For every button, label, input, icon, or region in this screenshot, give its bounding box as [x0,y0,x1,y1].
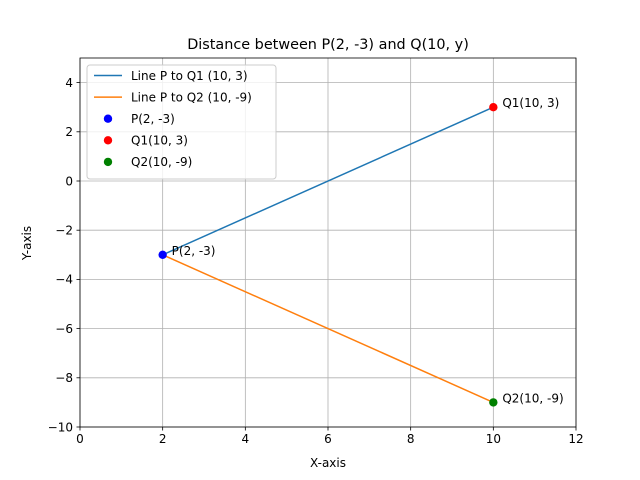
series-points [158,103,498,407]
legend-entry: P(2, -3) [131,112,175,126]
x-tick-label: 8 [407,432,415,446]
legend-entry: Q1(10, 3) [131,134,188,148]
y-tick-label: 2 [65,125,73,139]
legend-marker-swatch [103,157,113,167]
series-lines [162,106,494,404]
annotations: P(2, -3) Q1(10, 3) Q2(10, -9) [172,96,564,405]
x-axis: 0 2 4 6 8 10 12 [76,427,584,446]
x-tick-label: 2 [159,432,167,446]
point-annotation: P(2, -3) [172,244,216,258]
data-point [489,398,498,407]
y-tick-label: −8 [55,371,73,385]
y-tick-label: −6 [55,322,73,336]
series-line [162,106,494,256]
legend-marker-swatch [103,114,113,123]
legend-entry: Line P to Q1 (10, 3) [131,69,248,83]
legend-entry: Line P to Q2 (10, -9) [131,90,252,104]
x-tick-label: 0 [76,432,84,446]
y-axis-label: Y-axis [20,226,34,261]
legend-entry: Q2(10, -9) [131,155,192,169]
chart-title: Distance between P(2, -3) and Q(10, y) [187,37,469,53]
legend-box [86,64,277,180]
y-tick-label: 0 [65,174,73,188]
point-annotation: Q1(10, 3) [502,96,559,110]
y-tick-label: 4 [65,76,73,90]
x-tick-label: 6 [324,432,332,446]
point-annotation: Q2(10, -9) [502,391,563,405]
y-tick-label: −10 [48,420,73,434]
legend: Line P to Q1 (10, 3) Line P to Q2 (10, -9… [86,64,277,180]
y-tick-label: −2 [55,224,73,238]
legend-marker-swatch [103,136,113,145]
x-axis-label: X-axis [310,456,346,470]
data-point [158,250,167,259]
x-tick-label: 12 [568,432,583,446]
series-line [162,254,494,404]
x-tick-label: 10 [486,432,501,446]
data-point [489,103,498,112]
x-tick-label: 4 [242,432,250,446]
y-axis: −10 −8 −6 −4 −2 0 2 4 [48,76,80,434]
y-tick-label: −4 [55,273,73,287]
